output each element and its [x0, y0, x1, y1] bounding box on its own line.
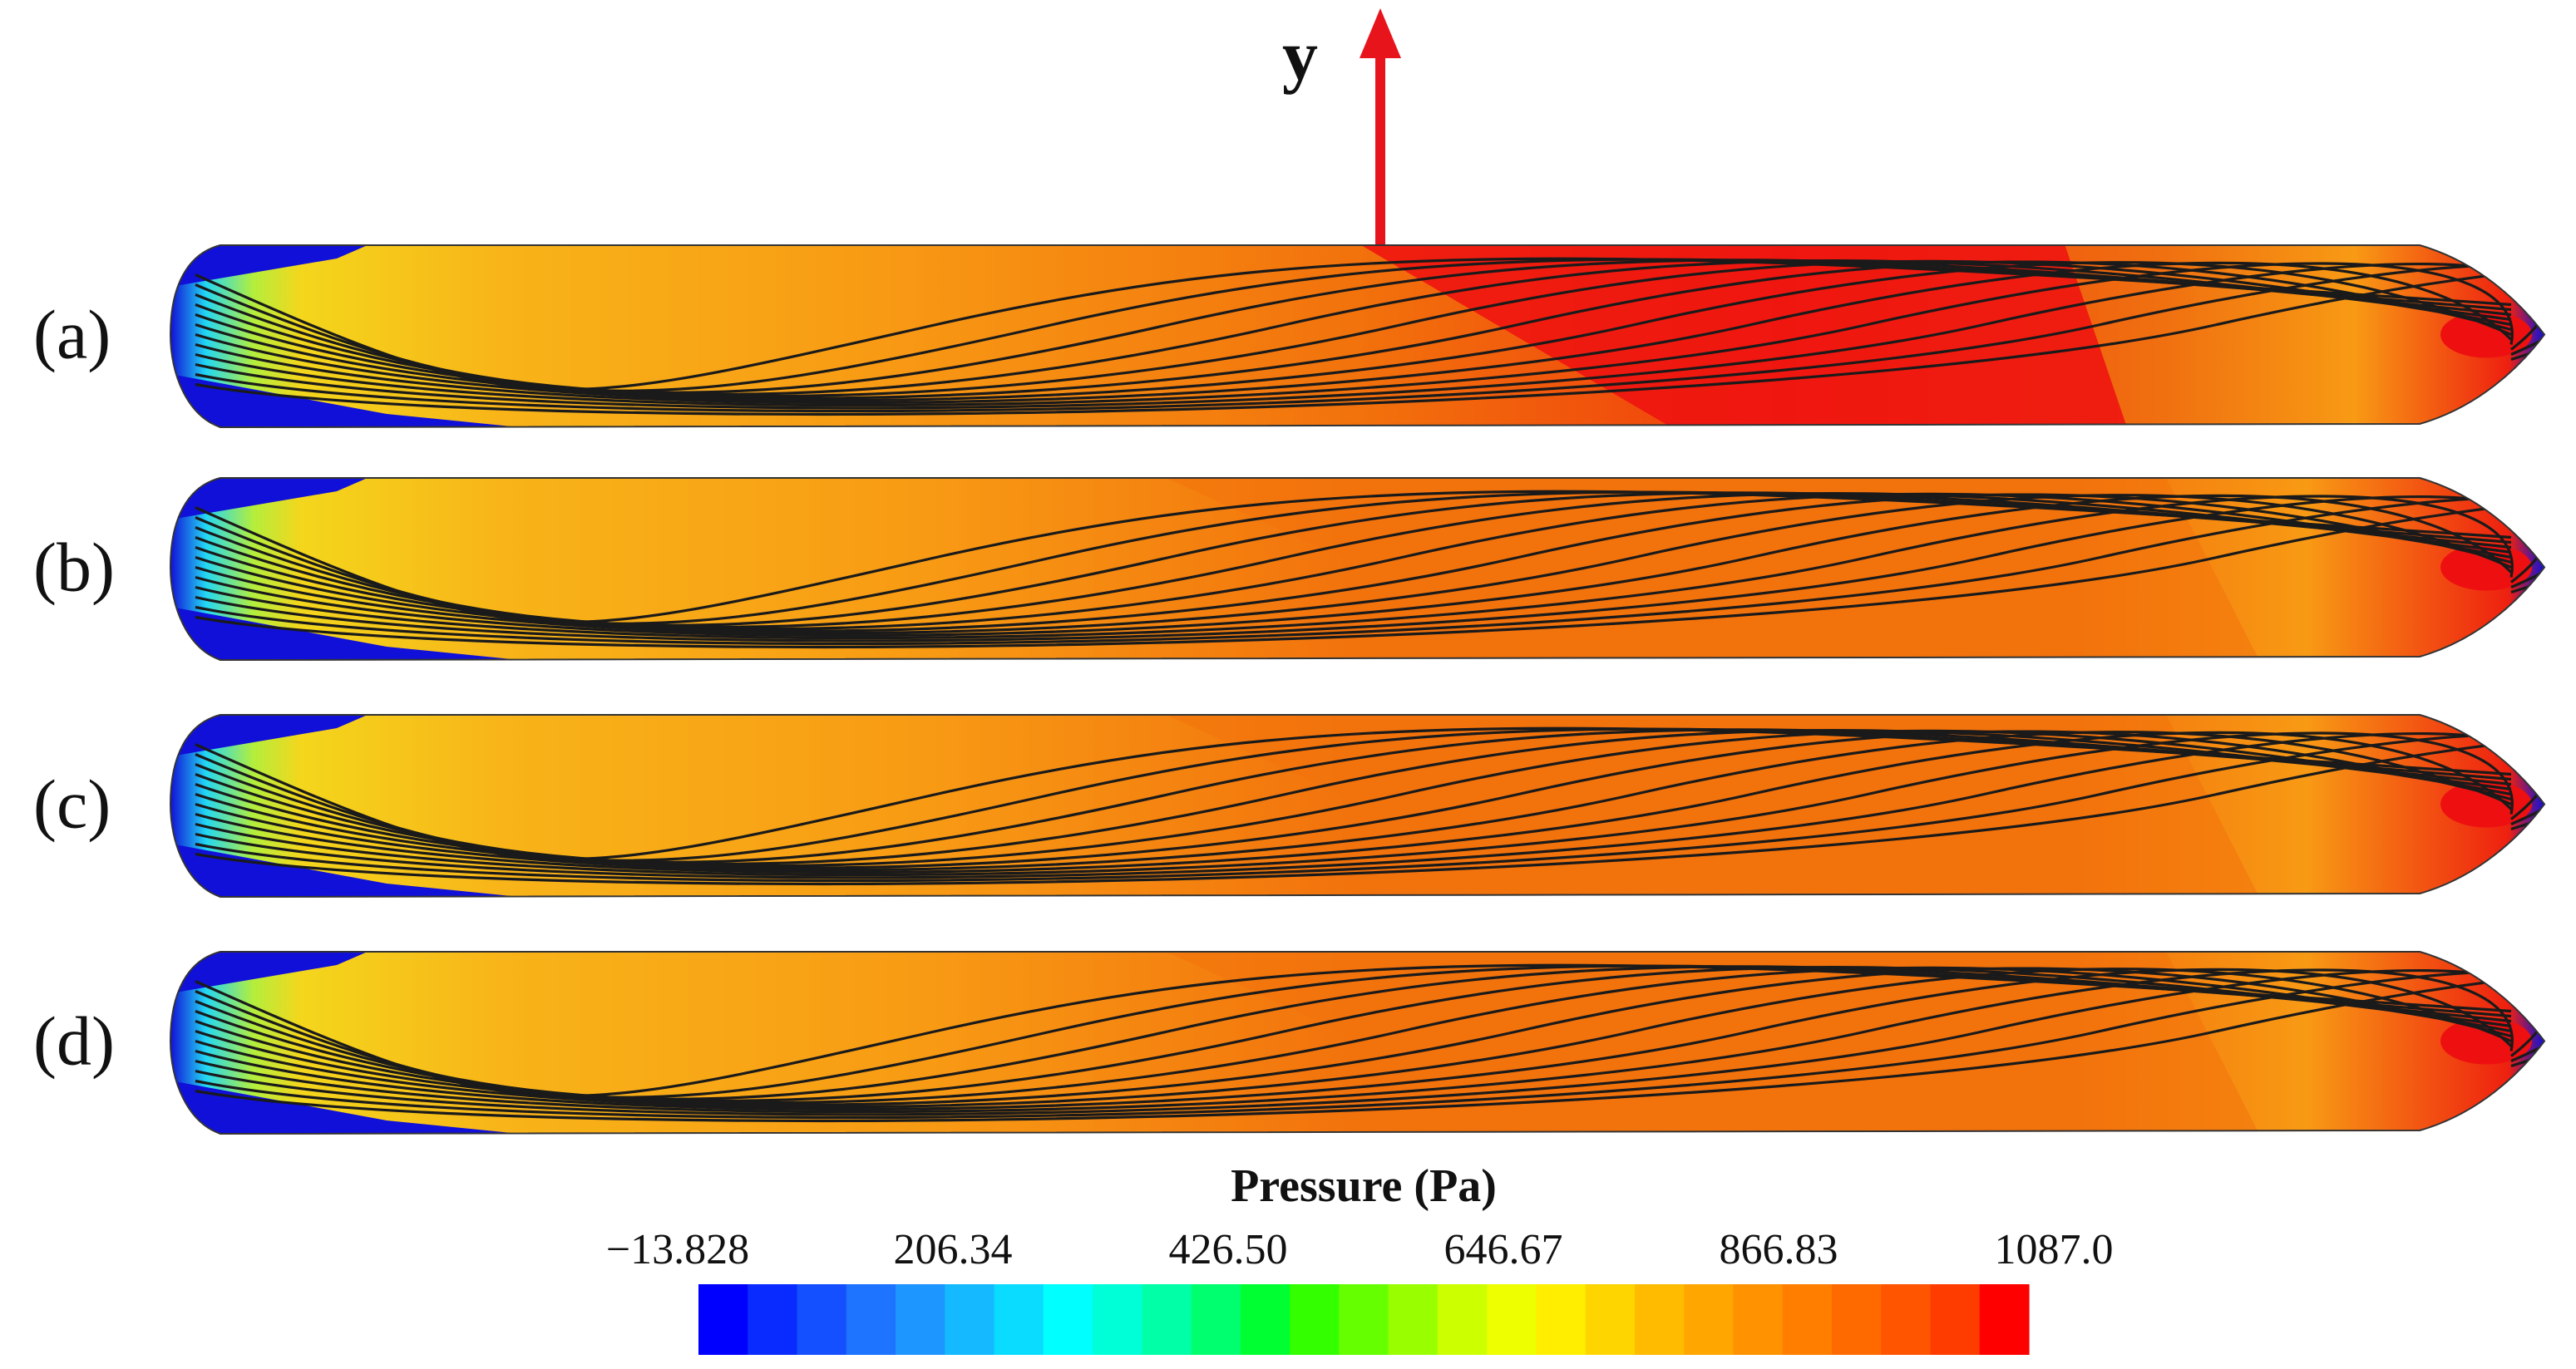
high-pressure-region [1347, 245, 2129, 427]
colorbar-swatch [1142, 1284, 1192, 1355]
streamline [195, 729, 2512, 868]
streamline [195, 261, 2512, 402]
colorbar-swatch [1930, 1284, 1981, 1355]
colorbar-swatch [1782, 1284, 1833, 1355]
low-pressure-fringe [170, 715, 570, 897]
hull-outline [169, 714, 2546, 899]
streamline [195, 493, 2512, 633]
hull-outline [169, 951, 2546, 1135]
y-arrow-head [1360, 8, 1401, 58]
colorbar-swatch [1388, 1284, 1439, 1355]
streamline [195, 966, 2512, 1105]
low-pressure-fringe [170, 245, 570, 427]
colorbar-swatch [1881, 1284, 1932, 1355]
streamline [195, 259, 2512, 398]
streamline [195, 496, 2544, 648]
colorbar-swatch [1093, 1284, 1142, 1355]
panel-label: (c) [33, 766, 111, 844]
y-axis-label: y [1282, 15, 1318, 95]
streamline [195, 969, 2544, 1119]
colorbar-swatch [1339, 1284, 1389, 1355]
legend-tick-label: 646.67 [1444, 1226, 1563, 1273]
colorbar-swatch [1585, 1284, 1636, 1355]
streamline [195, 262, 2514, 407]
legend-tick-label: 206.34 [894, 1226, 1013, 1273]
colorbar-swatch [797, 1284, 847, 1355]
streamline [195, 968, 2512, 1109]
colorbar-swatch [1979, 1284, 2030, 1355]
legend-tick-label: 866.83 [1720, 1226, 1838, 1273]
streamline [195, 968, 2514, 1114]
panel-label: (a) [33, 297, 111, 374]
panel-label: (b) [33, 529, 115, 607]
streamline [195, 730, 2512, 869]
legend-tick-label: 1087.0 [1995, 1226, 2114, 1273]
colorbar-swatch [1684, 1284, 1735, 1355]
hull-outline [169, 244, 2546, 429]
colorbar-swatch [1831, 1284, 1882, 1355]
streamline [195, 495, 2514, 640]
streamline [195, 967, 2512, 1106]
colorbar-swatch [1536, 1284, 1587, 1355]
colorbar-swatch [1191, 1284, 1241, 1355]
streamline [195, 494, 2512, 635]
streamline [195, 731, 2514, 877]
colorbar-swatch [896, 1284, 945, 1355]
streamline [195, 733, 2544, 885]
colorbar-swatch [846, 1284, 896, 1355]
legend-tick-label: 426.50 [1169, 1226, 1288, 1273]
streamline [195, 732, 2544, 882]
contour-panel: (c) [33, 714, 2546, 899]
colorbar-swatch [1437, 1284, 1488, 1355]
colorbar-swatch [1487, 1284, 1537, 1355]
hull-outline [169, 477, 2546, 662]
streamline [195, 970, 2544, 1122]
contour-panels: (a) (b) (c) (d) [33, 244, 2546, 1135]
colorbar-swatch [698, 1284, 748, 1355]
streamline [195, 731, 2512, 872]
legend-title: Pressure (Pa) [1231, 1160, 1497, 1212]
colorbar-swatch [748, 1284, 798, 1355]
colorbar [698, 1284, 2030, 1355]
colorbar-swatch [1290, 1284, 1340, 1355]
streamline [195, 495, 2544, 645]
colorbar-swatch [1043, 1284, 1093, 1355]
streamline [195, 492, 2512, 631]
streamline [195, 260, 2512, 400]
colorbar-swatch [1240, 1284, 1290, 1355]
colorbar-swatch [1733, 1284, 1784, 1355]
pressure-legend: Pressure (Pa) −13.828 206.34 426.50 646.67 8… [606, 1160, 2114, 1355]
low-pressure-fringe [170, 952, 570, 1134]
panel-label: (d) [33, 1003, 115, 1081]
contour-panel: (a) [33, 244, 2546, 429]
low-pressure-fringe [170, 478, 570, 660]
colorbar-swatch [994, 1284, 1044, 1355]
colorbar-swatch [1634, 1284, 1685, 1355]
streamline [195, 263, 2544, 412]
streamline [195, 263, 2544, 416]
contour-panel: (b) [33, 477, 2546, 662]
contour-panel: (d) [33, 951, 2546, 1135]
legend-ticks: −13.828 206.34 426.50 646.67 866.83 1087.0 [606, 1226, 2114, 1273]
colorbar-swatch [945, 1284, 995, 1355]
legend-tick-label: −13.828 [606, 1226, 749, 1273]
